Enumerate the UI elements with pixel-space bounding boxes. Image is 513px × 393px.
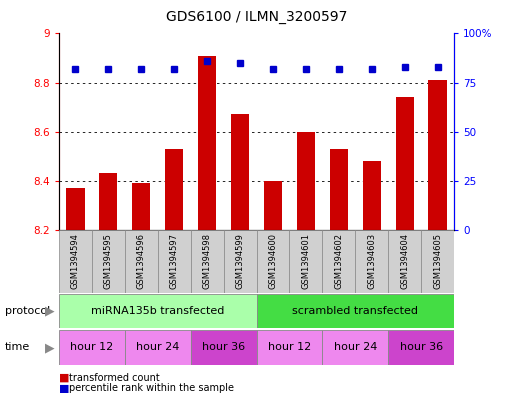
FancyBboxPatch shape bbox=[191, 230, 224, 293]
Text: GSM1394602: GSM1394602 bbox=[334, 233, 343, 289]
FancyBboxPatch shape bbox=[92, 230, 125, 293]
Text: GSM1394603: GSM1394603 bbox=[367, 233, 376, 289]
Text: GSM1394601: GSM1394601 bbox=[301, 233, 310, 289]
FancyBboxPatch shape bbox=[224, 230, 256, 293]
Text: GSM1394600: GSM1394600 bbox=[268, 233, 278, 289]
FancyBboxPatch shape bbox=[322, 330, 388, 365]
FancyBboxPatch shape bbox=[388, 330, 454, 365]
Text: hour 24: hour 24 bbox=[333, 342, 377, 353]
Bar bbox=[396, 97, 413, 230]
Bar bbox=[363, 161, 381, 230]
FancyBboxPatch shape bbox=[125, 230, 158, 293]
Bar bbox=[198, 55, 216, 230]
Text: GSM1394596: GSM1394596 bbox=[137, 233, 146, 289]
Text: ▶: ▶ bbox=[45, 304, 54, 318]
FancyBboxPatch shape bbox=[256, 230, 289, 293]
Bar bbox=[428, 80, 447, 230]
Bar bbox=[66, 188, 85, 230]
Text: hour 12: hour 12 bbox=[70, 342, 113, 353]
Bar bbox=[264, 181, 282, 230]
FancyBboxPatch shape bbox=[158, 230, 191, 293]
Text: GSM1394595: GSM1394595 bbox=[104, 233, 113, 289]
Text: protocol: protocol bbox=[5, 306, 50, 316]
Text: GSM1394605: GSM1394605 bbox=[433, 233, 442, 289]
FancyBboxPatch shape bbox=[191, 330, 256, 365]
FancyBboxPatch shape bbox=[322, 230, 355, 293]
FancyBboxPatch shape bbox=[256, 294, 454, 328]
FancyBboxPatch shape bbox=[59, 230, 92, 293]
Text: hour 12: hour 12 bbox=[268, 342, 311, 353]
Text: ■: ■ bbox=[59, 383, 69, 393]
Bar bbox=[100, 173, 117, 230]
Text: hour 36: hour 36 bbox=[202, 342, 245, 353]
Bar bbox=[231, 114, 249, 230]
Text: transformed count: transformed count bbox=[69, 373, 160, 383]
Bar bbox=[330, 149, 348, 230]
Bar bbox=[165, 149, 183, 230]
Text: miRNA135b transfected: miRNA135b transfected bbox=[91, 306, 224, 316]
Bar bbox=[132, 183, 150, 230]
Text: ▶: ▶ bbox=[45, 341, 54, 354]
FancyBboxPatch shape bbox=[256, 330, 322, 365]
Text: GSM1394594: GSM1394594 bbox=[71, 233, 80, 289]
Text: GSM1394597: GSM1394597 bbox=[170, 233, 179, 289]
FancyBboxPatch shape bbox=[59, 330, 125, 365]
Text: percentile rank within the sample: percentile rank within the sample bbox=[69, 383, 234, 393]
FancyBboxPatch shape bbox=[59, 294, 256, 328]
Text: GDS6100 / ILMN_3200597: GDS6100 / ILMN_3200597 bbox=[166, 10, 347, 24]
FancyBboxPatch shape bbox=[289, 230, 322, 293]
Text: GSM1394604: GSM1394604 bbox=[400, 233, 409, 289]
Text: ■: ■ bbox=[59, 373, 69, 383]
Text: hour 36: hour 36 bbox=[400, 342, 443, 353]
FancyBboxPatch shape bbox=[355, 230, 388, 293]
Text: GSM1394598: GSM1394598 bbox=[203, 233, 212, 289]
FancyBboxPatch shape bbox=[125, 330, 191, 365]
Text: scrambled transfected: scrambled transfected bbox=[292, 306, 418, 316]
Bar bbox=[297, 132, 315, 230]
FancyBboxPatch shape bbox=[388, 230, 421, 293]
Text: hour 24: hour 24 bbox=[136, 342, 180, 353]
Text: time: time bbox=[5, 342, 30, 353]
Text: GSM1394599: GSM1394599 bbox=[235, 233, 245, 289]
FancyBboxPatch shape bbox=[421, 230, 454, 293]
